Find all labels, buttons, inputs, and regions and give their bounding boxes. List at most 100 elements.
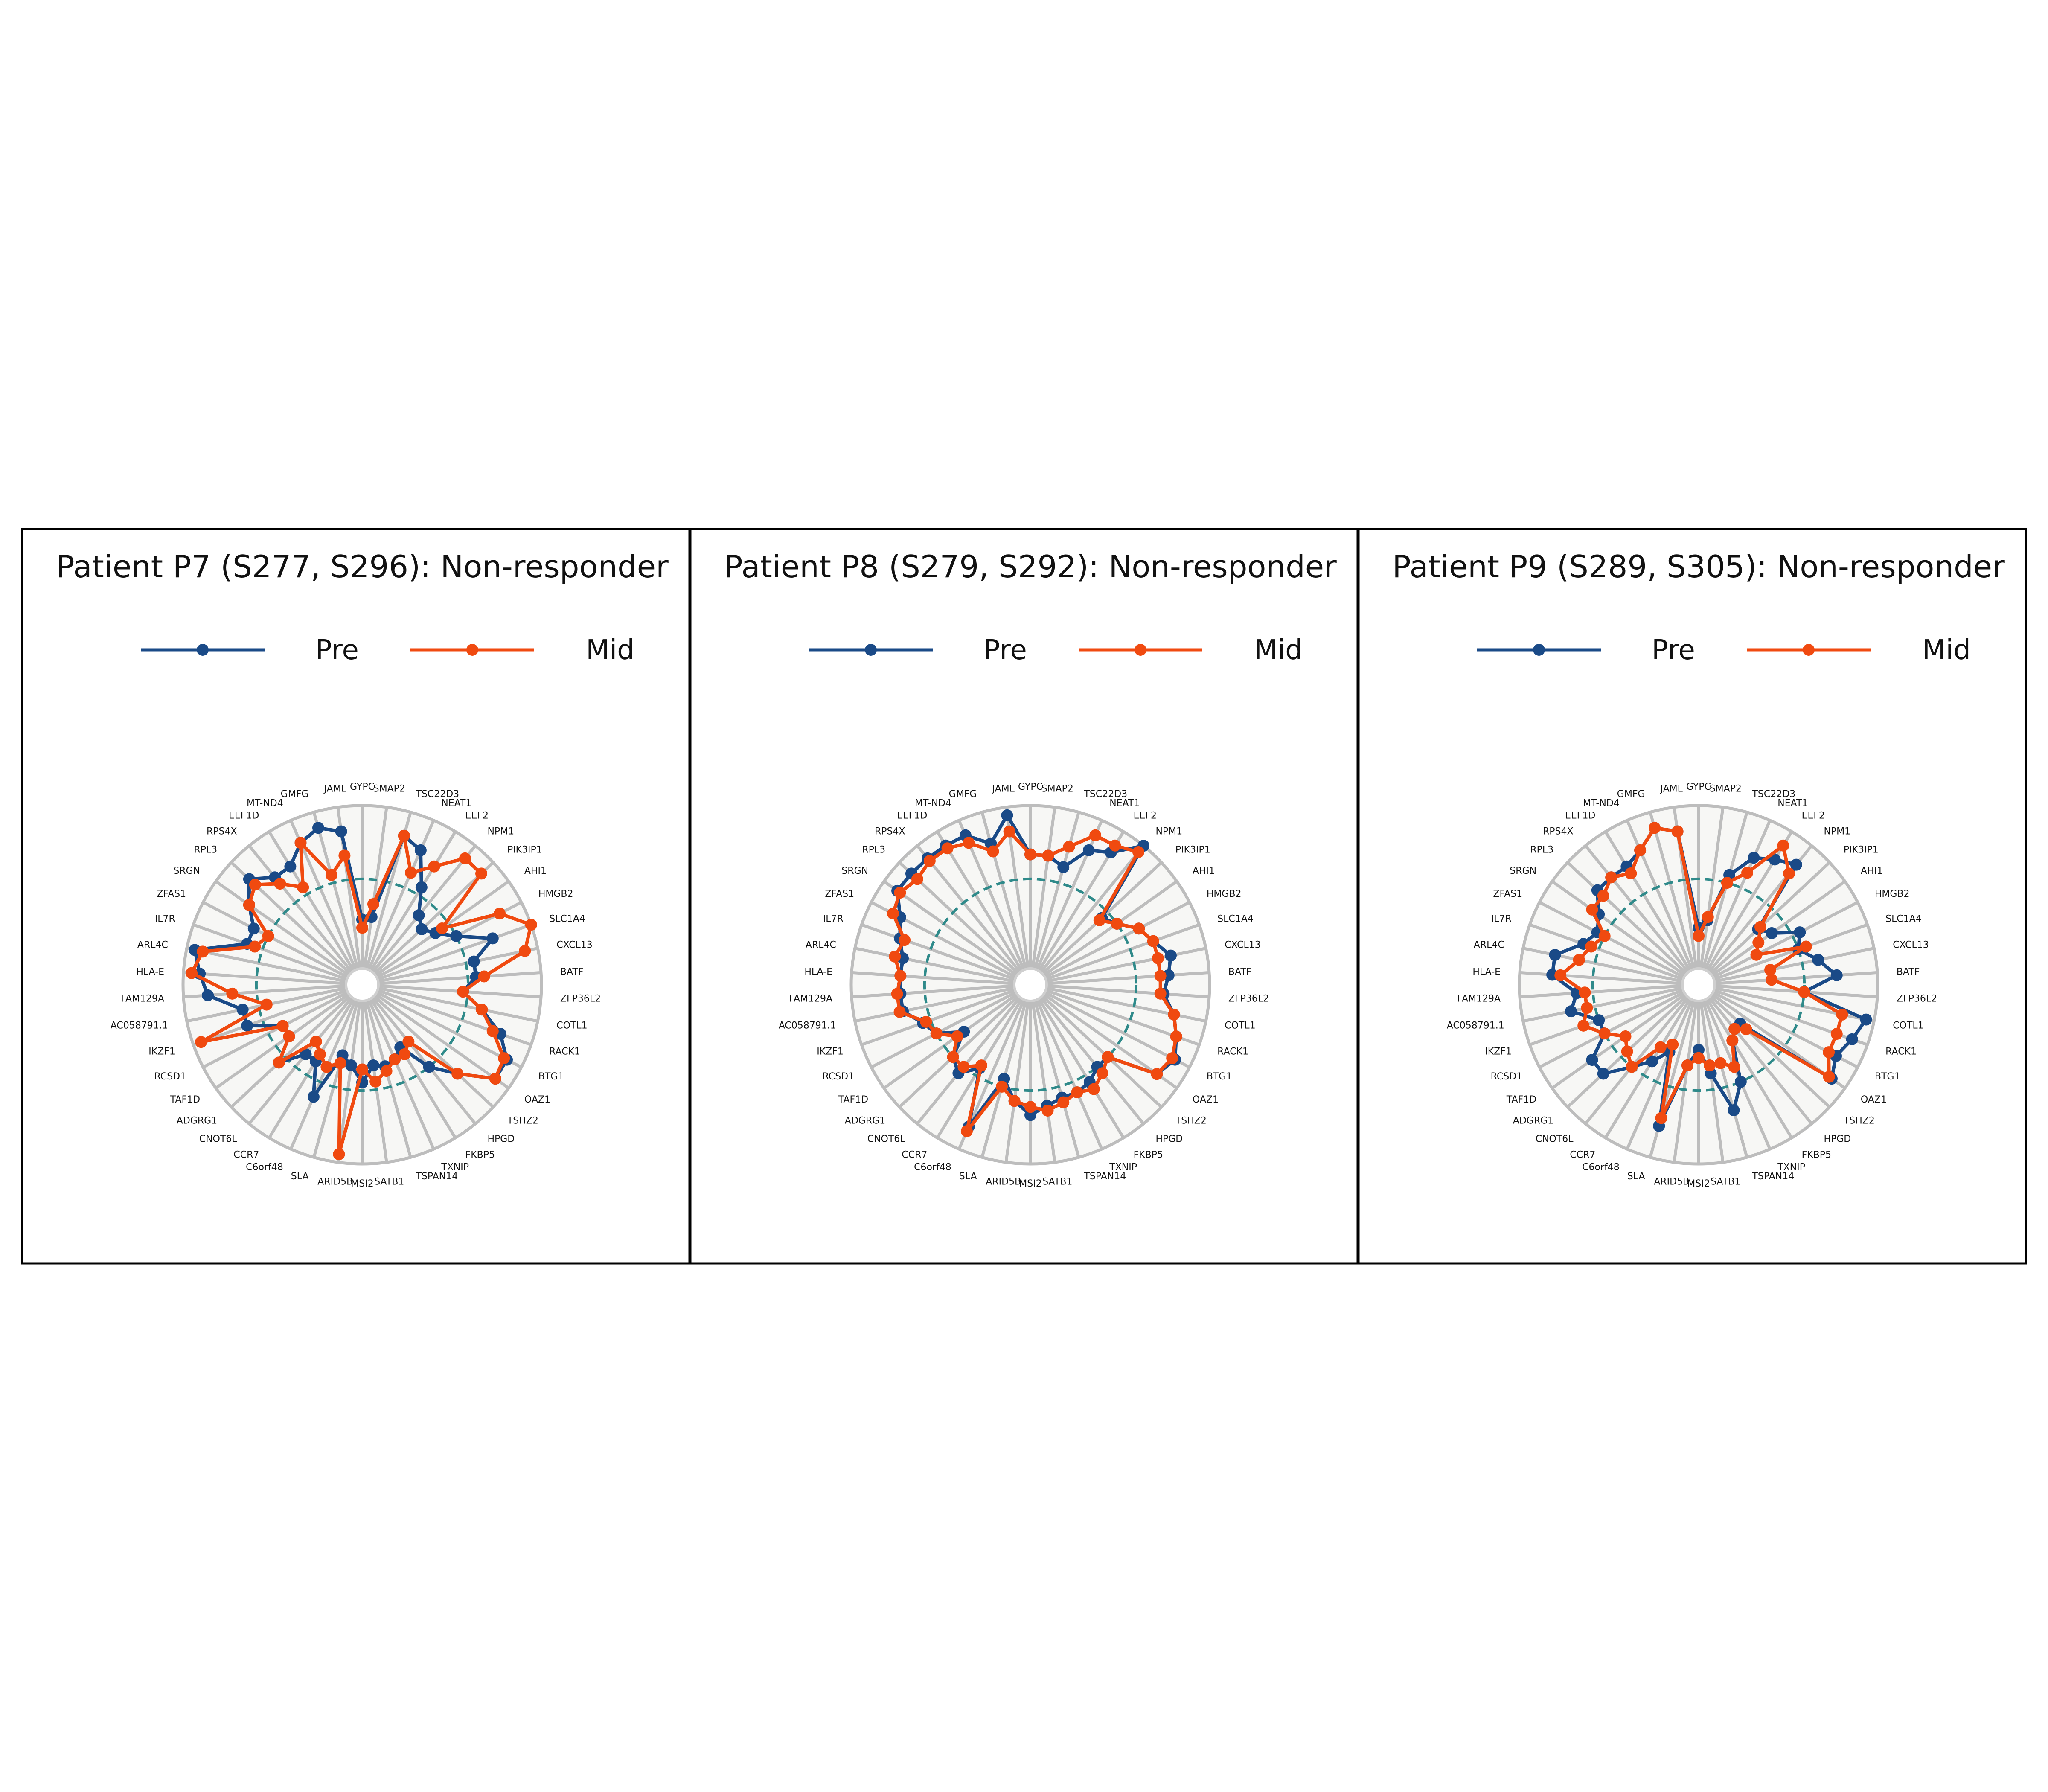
data-point-pre — [486, 932, 499, 945]
radar-spoke — [1584, 844, 1690, 973]
data-point-pre — [1565, 1005, 1577, 1018]
data-point-mid — [947, 1051, 959, 1063]
category-label: RPS4X — [207, 826, 237, 837]
data-point-pre — [1728, 1104, 1740, 1117]
category-label: TSC22D3 — [1083, 789, 1127, 800]
radar-spoke — [936, 831, 1024, 972]
category-label: ZFAS1 — [157, 889, 186, 899]
radar-spoke — [1039, 996, 1145, 1125]
category-label: SRGN — [1510, 866, 1536, 876]
data-point-mid — [893, 1006, 906, 1018]
data-point-mid — [1003, 825, 1015, 838]
category-label: MT-ND4 — [915, 798, 951, 809]
data-point-mid — [957, 1061, 970, 1073]
data-point-mid — [1057, 1096, 1070, 1108]
category-label: NEAT1 — [1777, 798, 1808, 809]
category-label: FAM129A — [121, 994, 164, 1004]
category-label: OAZ1 — [524, 1094, 550, 1105]
category-label: ARL4C — [137, 940, 168, 950]
radar-spoke — [855, 986, 1015, 1023]
data-point-mid — [930, 1027, 943, 1040]
data-point-pre — [1001, 809, 1013, 821]
radar-spoke — [1041, 995, 1163, 1108]
legend-marker-pre — [1533, 644, 1545, 656]
category-label: IKZF1 — [1485, 1047, 1512, 1057]
data-point-mid — [525, 919, 537, 931]
data-point-pre — [241, 1019, 253, 1032]
radar-spoke — [1044, 991, 1190, 1069]
category-label: SMAP2 — [373, 783, 405, 794]
radar-spoke — [1712, 901, 1859, 979]
data-point-mid — [1579, 986, 1591, 999]
data-point-mid — [894, 887, 906, 899]
category-label: TXNIP — [1777, 1162, 1805, 1173]
data-point-mid — [498, 1052, 510, 1065]
radar-spoke — [1046, 947, 1206, 983]
category-label: MT-ND4 — [1583, 798, 1620, 809]
category-label: CNOT6L — [867, 1134, 906, 1145]
category-label: TAF1D — [1506, 1094, 1536, 1105]
data-point-mid — [398, 829, 410, 842]
data-point-mid — [1741, 867, 1754, 879]
data-point-mid — [1063, 841, 1075, 853]
category-label: TSHZ2 — [1843, 1115, 1875, 1126]
category-label: SLA — [1627, 1171, 1645, 1182]
data-point-mid — [428, 860, 440, 873]
category-label: RACK1 — [1217, 1047, 1248, 1057]
category-label: TSPAN14 — [1083, 1171, 1126, 1182]
category-label: SRGN — [841, 866, 868, 876]
radar-spoke — [373, 861, 495, 975]
data-point-mid — [1754, 921, 1767, 933]
data-point-pre — [416, 923, 428, 935]
radar-spoke — [1701, 812, 1748, 970]
data-point-pre — [468, 955, 480, 968]
data-point-mid — [475, 867, 488, 880]
radar-spoke — [336, 1001, 362, 1163]
category-label: EEF2 — [1802, 811, 1825, 821]
data-point-mid — [1634, 844, 1647, 856]
data-point-pre — [1846, 1033, 1858, 1045]
category-label: ADGRG1 — [1513, 1115, 1553, 1126]
data-point-mid — [1071, 1086, 1083, 1099]
category-label: AC058791.1 — [1447, 1021, 1504, 1031]
category-label: BATF — [560, 966, 584, 977]
data-point-pre — [414, 844, 427, 856]
legend-label-pre: Pre — [1652, 634, 1695, 666]
radar-spoke — [1626, 999, 1694, 1150]
data-point-mid — [338, 849, 351, 862]
data-point-mid — [494, 908, 506, 920]
data-point-mid — [334, 1057, 346, 1069]
data-point-mid — [987, 845, 999, 858]
data-point-mid — [274, 878, 286, 890]
legend-marker-mid — [1803, 644, 1815, 656]
category-label: SATB1 — [1711, 1177, 1740, 1187]
radar-spoke — [378, 947, 538, 983]
category-label: MSI2 — [1019, 1178, 1041, 1189]
radar-spoke — [1043, 880, 1178, 977]
radar-spoke — [248, 996, 353, 1125]
data-point-pre — [345, 1059, 358, 1072]
legend-marker-pre — [197, 644, 209, 656]
data-point-mid — [1703, 1059, 1716, 1072]
category-label: JAML — [991, 783, 1015, 794]
category-label: CXCL13 — [1225, 940, 1260, 950]
category-label: PIK3IP1 — [507, 845, 542, 855]
data-point-pre — [284, 860, 297, 873]
data-point-pre — [312, 822, 324, 834]
data-point-pre — [1769, 853, 1781, 866]
data-point-mid — [1024, 1101, 1036, 1113]
radar-spoke — [365, 1000, 412, 1158]
category-label: CCR7 — [1570, 1149, 1595, 1160]
data-point-pre — [423, 1061, 435, 1073]
category-label: EEF2 — [1134, 811, 1157, 821]
data-point-pre — [1860, 1013, 1872, 1026]
category-label: CXCL13 — [1893, 940, 1929, 950]
data-point-mid — [310, 1036, 322, 1048]
category-label: HMGB2 — [538, 889, 573, 899]
category-label: RCSD1 — [154, 1071, 186, 1082]
data-point-mid — [356, 922, 368, 934]
category-label: RPS4X — [875, 826, 905, 837]
data-point-mid — [459, 852, 471, 864]
data-point-mid — [1598, 1027, 1611, 1040]
category-label: C6orf48 — [914, 1162, 951, 1173]
